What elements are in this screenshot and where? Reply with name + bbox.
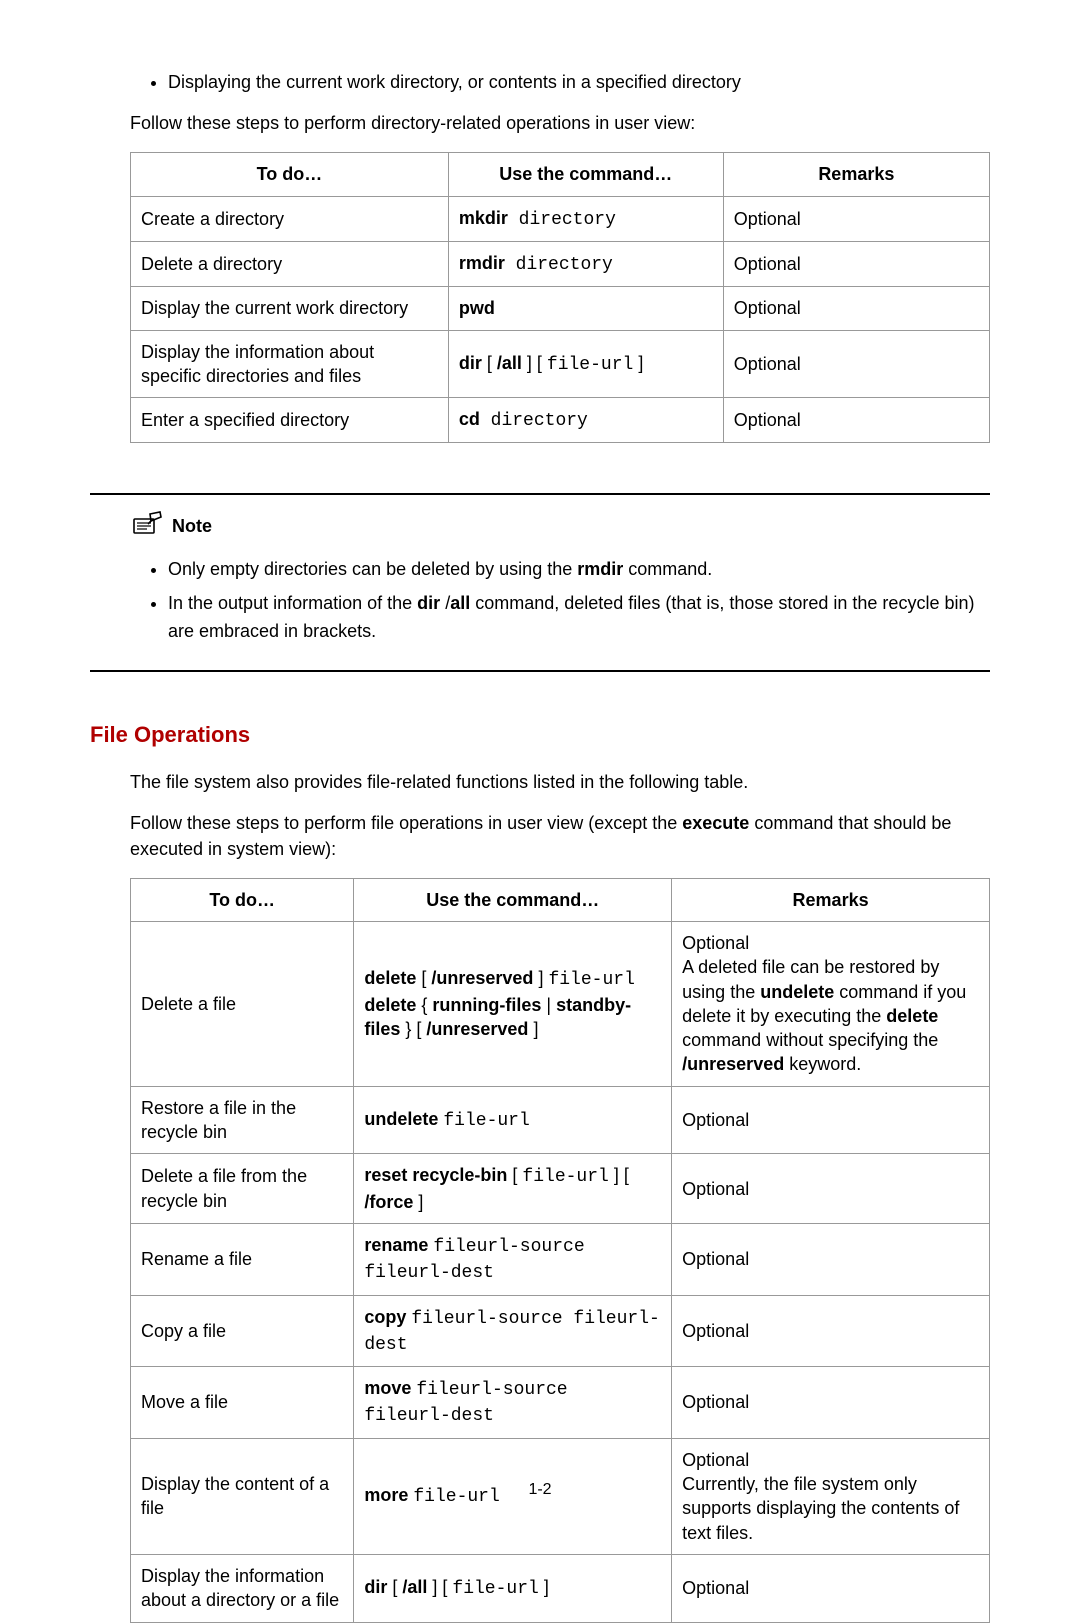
cell-remarks: Optional <box>723 241 989 286</box>
cell-remarks: Optional <box>672 1295 990 1367</box>
cell-remarks: Optional <box>672 1223 990 1295</box>
cell-command: undelete file-url <box>354 1086 672 1154</box>
table-row: Display the current work directorypwdOpt… <box>131 287 990 330</box>
cell-command: dir [ /all ] [ file-url ] <box>354 1554 672 1622</box>
cell-todo: Copy a file <box>131 1295 354 1367</box>
cell-todo: Display the current work directory <box>131 287 449 330</box>
cell-remarks: Optional <box>672 1086 990 1154</box>
intro-bullet-item: Displaying the current work directory, o… <box>168 70 990 95</box>
table-row: Delete a filedelete [ /unreserved ] file… <box>131 921 990 1086</box>
col-remarks: Remarks <box>672 878 990 921</box>
cell-command: move fileurl-source fileurl-dest <box>354 1367 672 1439</box>
cell-command: rmdir directory <box>448 241 723 286</box>
intro-paragraph: Follow these steps to perform directory-… <box>130 111 990 136</box>
section-para1: The file system also provides file-relat… <box>130 770 990 795</box>
cell-command: rename fileurl-source fileurl-dest <box>354 1223 672 1295</box>
cell-command: reset recycle-bin [ file-url ] [ /force … <box>354 1154 672 1224</box>
cell-command: delete [ /unreserved ] file-urldelete { … <box>354 921 672 1086</box>
table-row: Rename a filerename fileurl-source fileu… <box>131 1223 990 1295</box>
cell-remarks: Optional <box>723 330 989 398</box>
note-label: Note <box>172 516 212 537</box>
note-list: Only empty directories can be deleted by… <box>90 556 990 646</box>
col-command: Use the command… <box>354 878 672 921</box>
cell-remarks: Optional <box>723 196 989 241</box>
table-row: Copy a filecopy fileurl-source fileurl-d… <box>131 1295 990 1367</box>
table-row: Create a directorymkdir directoryOptiona… <box>131 196 990 241</box>
table-row: Display the information about a director… <box>131 1554 990 1622</box>
cell-command: mkdir directory <box>448 196 723 241</box>
cell-todo: Delete a directory <box>131 241 449 286</box>
note-item: In the output information of the dir /al… <box>168 590 990 646</box>
cell-todo: Display the information about specific d… <box>131 330 449 398</box>
cell-command: cd directory <box>448 398 723 443</box>
col-command: Use the command… <box>448 153 723 196</box>
section-title: File Operations <box>90 722 990 748</box>
table-header-row: To do… Use the command… Remarks <box>131 878 990 921</box>
cell-remarks: Optional <box>723 398 989 443</box>
cell-remarks: Optional <box>723 287 989 330</box>
cell-todo: Restore a file in the recycle bin <box>131 1086 354 1154</box>
cell-remarks: Optional <box>672 1154 990 1224</box>
cell-todo: Rename a file <box>131 1223 354 1295</box>
table-row: Display the information about specific d… <box>131 330 990 398</box>
cell-command: copy fileurl-source fileurl-dest <box>354 1295 672 1367</box>
table-row: Restore a file in the recycle binundelet… <box>131 1086 990 1154</box>
table-row: Enter a specified directorycd directoryO… <box>131 398 990 443</box>
cell-remarks: OptionalA deleted file can be restored b… <box>672 921 990 1086</box>
file-ops-table: To do… Use the command… Remarks Delete a… <box>130 878 990 1623</box>
cell-todo: Enter a specified directory <box>131 398 449 443</box>
cell-todo: Display the information about a director… <box>131 1554 354 1622</box>
cell-remarks: Optional <box>672 1367 990 1439</box>
col-todo: To do… <box>131 878 354 921</box>
cell-command: dir [ /all ] [ file-url ] <box>448 330 723 398</box>
cell-remarks: Optional <box>672 1554 990 1622</box>
cell-todo: Move a file <box>131 1367 354 1439</box>
page-number: 1-2 <box>0 1481 1080 1499</box>
directory-ops-table: To do… Use the command… Remarks Create a… <box>130 152 990 443</box>
note-item: Only empty directories can be deleted by… <box>168 556 990 584</box>
cell-todo: Delete a file from the recycle bin <box>131 1154 354 1224</box>
intro-bullets: Displaying the current work directory, o… <box>130 70 990 95</box>
note-icon <box>130 511 164 542</box>
table-row: Delete a file from the recycle binreset … <box>131 1154 990 1224</box>
table-row: Delete a directoryrmdir directoryOptiona… <box>131 241 990 286</box>
intro-block: Displaying the current work directory, o… <box>130 70 990 443</box>
table-header-row: To do… Use the command… Remarks <box>131 153 990 196</box>
cell-command: pwd <box>448 287 723 330</box>
table-row: Move a filemove fileurl-source fileurl-d… <box>131 1367 990 1439</box>
section-para2: Follow these steps to perform file opera… <box>130 811 990 861</box>
col-todo: To do… <box>131 153 449 196</box>
note-header: Note <box>130 511 990 542</box>
cell-todo: Delete a file <box>131 921 354 1086</box>
col-remarks: Remarks <box>723 153 989 196</box>
note-block: Note Only empty directories can be delet… <box>90 493 990 672</box>
cell-todo: Create a directory <box>131 196 449 241</box>
